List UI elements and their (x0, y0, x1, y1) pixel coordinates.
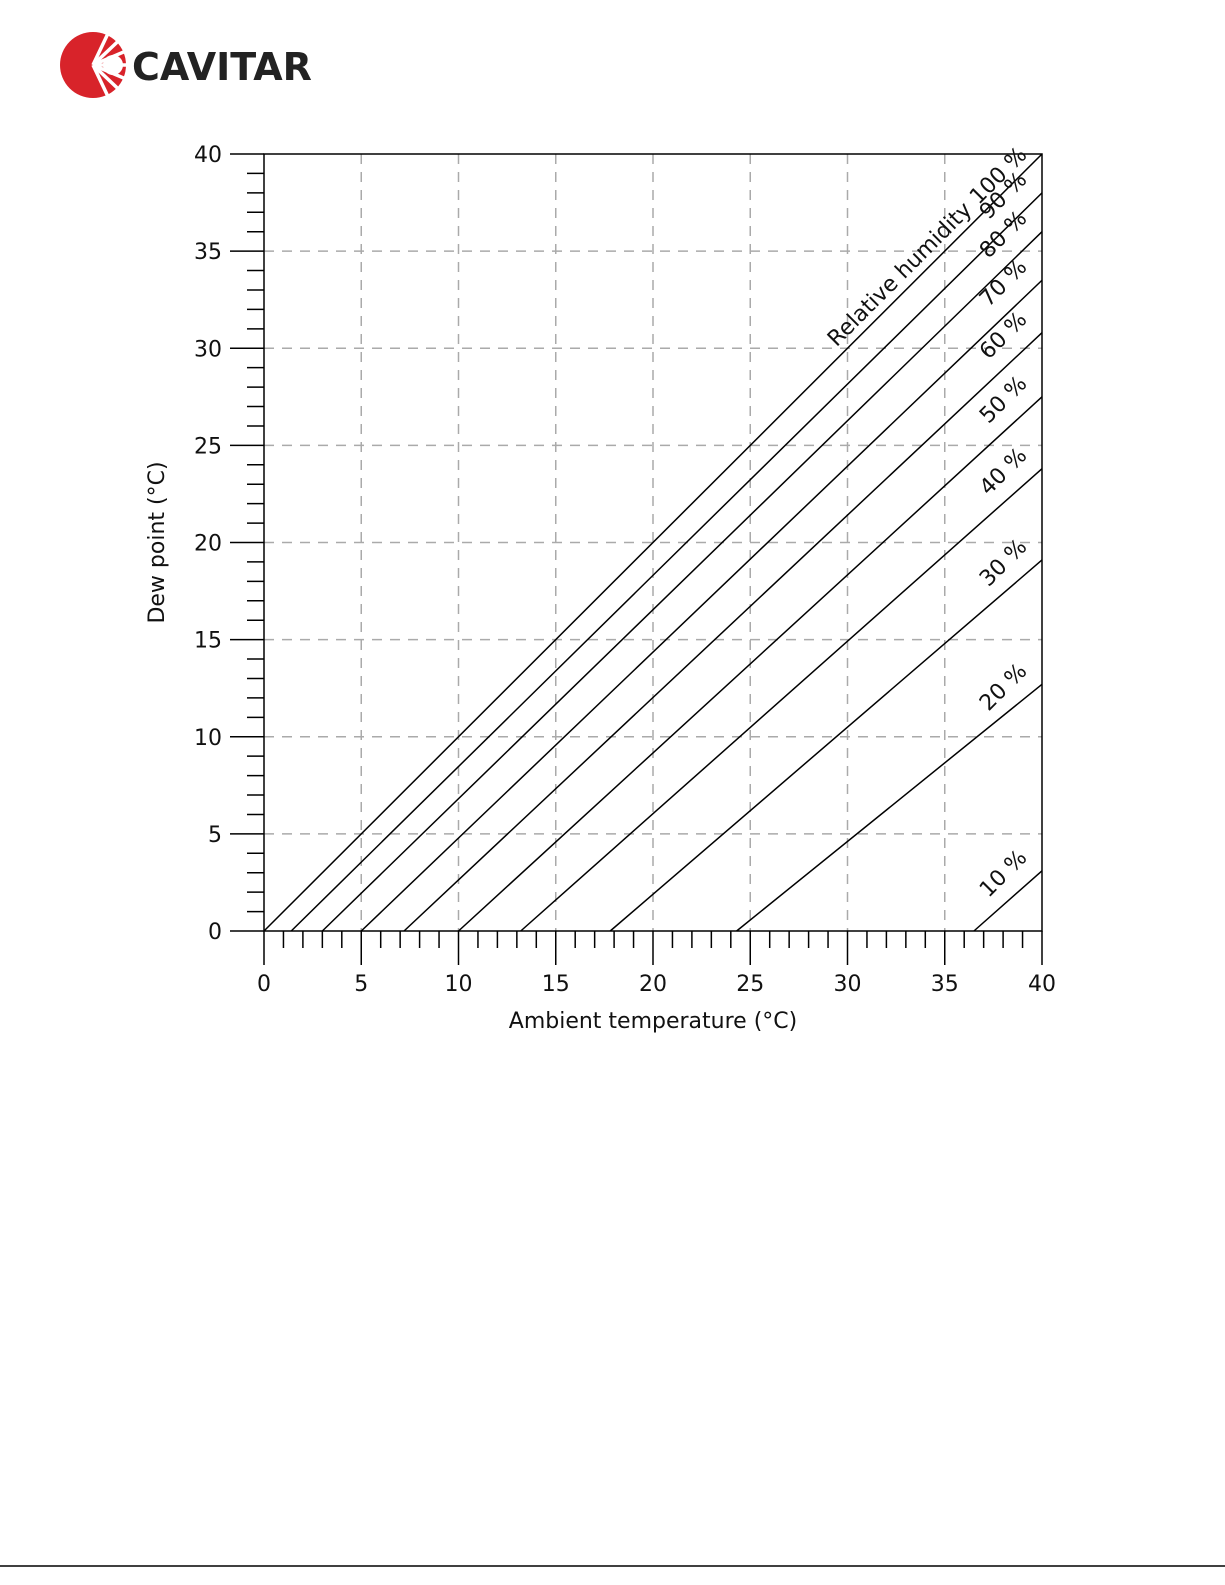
y-tick-label: 5 (208, 823, 222, 848)
rh-line (520, 468, 1043, 932)
series-name: 50 % (975, 371, 1032, 428)
rh-line (736, 683, 1043, 932)
y-tick-label: 10 (194, 726, 222, 751)
x-axis-label: Ambient temperature (°C) (509, 1009, 797, 1034)
rh-line (321, 231, 1043, 932)
x-tick-label: 40 (1028, 972, 1056, 997)
series-label: 40 % (975, 443, 1032, 500)
x-tick-label: 35 (931, 972, 959, 997)
series-name: 20 % (975, 659, 1032, 716)
logo-icon (60, 24, 134, 106)
rh-line (290, 192, 1043, 932)
x-tick-label: 0 (257, 972, 271, 997)
logo-text: CAVITAR (132, 45, 312, 89)
series-label: 20 % (975, 659, 1032, 716)
y-tick-label: 0 (208, 920, 222, 945)
series-label: 10 % (975, 845, 1032, 902)
series-name: 10 % (975, 845, 1032, 902)
y-tick-label: 30 (194, 337, 222, 362)
series-label: 70 % (975, 255, 1032, 312)
y-tick-label: 20 (194, 532, 222, 557)
x-tick-label: 25 (736, 972, 764, 997)
x-tick-label: 30 (834, 972, 862, 997)
series-label: 50 % (975, 371, 1032, 428)
plot-frame (263, 153, 1043, 932)
rh-line (609, 559, 1043, 932)
chart: 0 5 10 15 20 25 30 35 40 0 5 10 15 20 25 30 35 40 Ambient … (145, 143, 1056, 1034)
rh-line (403, 332, 1043, 932)
rh-line (360, 279, 1043, 932)
x-tick-label: 10 (445, 972, 473, 997)
y-tick-label: 25 (194, 434, 222, 459)
y-axis-label: Dew point (°C) (145, 461, 170, 623)
rh-line (973, 870, 1043, 932)
y-tick-label: 40 (194, 143, 222, 168)
rh-line (263, 153, 1043, 932)
series-name: 40 % (975, 443, 1032, 500)
y-tick-label: 35 (194, 240, 222, 265)
x-tick-label: 20 (639, 972, 667, 997)
series-name: 70 % (975, 255, 1032, 312)
x-tick-label: 15 (542, 972, 570, 997)
annotation: Relative humidity (823, 198, 977, 352)
x-tick-label: 5 (354, 972, 368, 997)
y-tick-label: 15 (194, 629, 222, 654)
rh-line (457, 396, 1043, 932)
